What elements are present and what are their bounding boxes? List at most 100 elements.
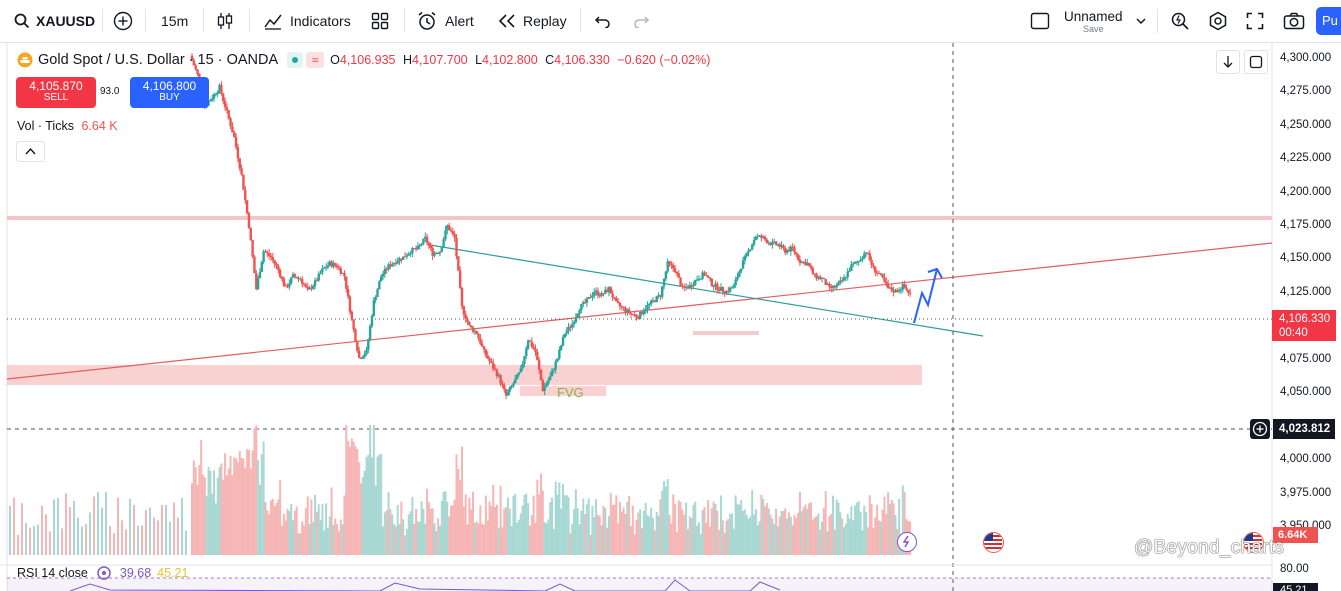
layout-checkbox[interactable] xyxy=(1030,0,1050,42)
compare-button[interactable] xyxy=(113,0,133,42)
volume-bar xyxy=(350,438,353,555)
volume-bar xyxy=(310,499,313,555)
candle-body xyxy=(585,298,589,303)
candle-body xyxy=(337,267,341,269)
volume-bar xyxy=(686,529,689,555)
candle-body xyxy=(657,295,660,297)
volume-bar xyxy=(894,515,897,555)
candle-body xyxy=(728,287,732,292)
watermark: @Beyond_charts xyxy=(1134,537,1285,558)
candle-body xyxy=(804,261,807,266)
publish-button[interactable]: Pu xyxy=(1316,7,1341,35)
candle-body xyxy=(857,261,860,263)
volume-bar xyxy=(731,513,733,555)
candle-body xyxy=(238,158,241,169)
volume-bar xyxy=(861,530,864,555)
collapse-legend-button[interactable] xyxy=(16,141,45,162)
volume-bar xyxy=(177,517,179,555)
dividend-event-badge[interactable] xyxy=(897,532,917,552)
volume-bar xyxy=(877,520,880,555)
volume-bar xyxy=(830,513,833,555)
layout-name-button[interactable]: Unnamed Save xyxy=(1064,0,1123,42)
volume-bar xyxy=(719,495,722,555)
volume-bar xyxy=(751,490,754,555)
candle-body xyxy=(888,287,892,289)
volume-bar xyxy=(269,500,272,555)
undo-button[interactable] xyxy=(594,0,612,42)
volume-legend[interactable]: Vol · Ticks 6.64 K xyxy=(17,119,118,133)
candle-body xyxy=(582,302,585,305)
candle-body xyxy=(778,244,781,248)
volume-bar xyxy=(224,453,227,555)
chart-type-button[interactable] xyxy=(215,0,235,42)
volume-bar xyxy=(37,524,39,555)
divider xyxy=(203,9,204,33)
fullscreen-button[interactable] xyxy=(1246,0,1264,42)
volume-bar xyxy=(101,507,103,555)
add-alert-button[interactable] xyxy=(1250,419,1270,439)
templates-button[interactable] xyxy=(371,0,389,42)
layout-menu-button[interactable] xyxy=(1135,0,1147,42)
candle-body xyxy=(736,276,739,280)
candle-body xyxy=(383,268,387,274)
volume-bar xyxy=(185,530,187,555)
buy-button[interactable]: 4,106.800 BUY xyxy=(130,77,209,108)
approx-data-icon[interactable]: ≈ xyxy=(306,52,325,68)
candle-body xyxy=(352,319,355,330)
candle-body xyxy=(218,84,221,92)
candle-body xyxy=(703,272,706,275)
candle-body xyxy=(326,265,330,268)
candle-body xyxy=(411,248,414,254)
candle-body xyxy=(359,357,363,359)
us-event-badge[interactable] xyxy=(1243,532,1264,553)
volume-bar xyxy=(832,495,835,555)
volume-bar xyxy=(652,518,655,555)
volume-bar xyxy=(756,525,759,555)
price-chart[interactable] xyxy=(0,43,1341,591)
symbol-search[interactable]: XAUUSD xyxy=(14,0,95,42)
candle-body xyxy=(231,126,234,133)
volume-bar xyxy=(738,504,741,555)
candle-body xyxy=(367,339,370,350)
rsi-legend[interactable]: RSI 14 close 39.68 45.21 xyxy=(17,565,188,581)
candle-body xyxy=(234,137,238,148)
volume-bar xyxy=(677,500,680,555)
candle-body xyxy=(739,268,743,272)
volume-bar xyxy=(598,515,601,555)
volume-bar xyxy=(596,514,599,555)
scroll-to-bottom-button[interactable] xyxy=(1216,50,1240,74)
candle-body xyxy=(842,277,846,281)
redo-button[interactable] xyxy=(632,0,650,42)
volume-bar xyxy=(589,534,592,555)
candle-body xyxy=(633,314,636,316)
volume-bar xyxy=(371,457,373,555)
chart-area[interactable]: Gold Spot / U.S. Dollar · 15 · OANDA ≈ O… xyxy=(0,43,1341,591)
auto-scale-button[interactable] xyxy=(1244,50,1268,74)
market-status-badge[interactable] xyxy=(287,52,304,68)
volume-bar xyxy=(815,516,818,555)
symbol-legend[interactable]: Gold Spot / U.S. Dollar · 15 · OANDA ≈ O… xyxy=(17,52,710,68)
snapshot-button[interactable] xyxy=(1283,0,1305,42)
candle-body xyxy=(572,322,576,325)
settings-button[interactable] xyxy=(1208,0,1228,42)
volume-bar xyxy=(348,446,351,555)
candle-body xyxy=(504,389,508,396)
quick-search-button[interactable] xyxy=(1170,0,1190,42)
candle-body xyxy=(594,290,598,293)
candle-body xyxy=(813,273,816,275)
volume-bar xyxy=(901,485,904,555)
candle-body xyxy=(844,277,848,279)
alert-button[interactable]: Alert xyxy=(417,0,474,42)
indicators-button[interactable]: Indicators xyxy=(263,0,351,42)
candle-body xyxy=(886,283,890,289)
interval-button[interactable]: 15m xyxy=(161,13,189,29)
candle-body xyxy=(545,383,548,387)
replay-button[interactable]: Replay xyxy=(498,0,567,42)
volume-bar xyxy=(672,494,675,555)
volume-bar xyxy=(874,517,877,555)
sell-button[interactable]: 4,105.870 SELL xyxy=(16,77,96,108)
rsi-settings-icon[interactable] xyxy=(96,565,112,581)
us-event-badge[interactable] xyxy=(983,532,1004,553)
volume-bar xyxy=(222,479,225,555)
candle-body xyxy=(741,260,745,269)
